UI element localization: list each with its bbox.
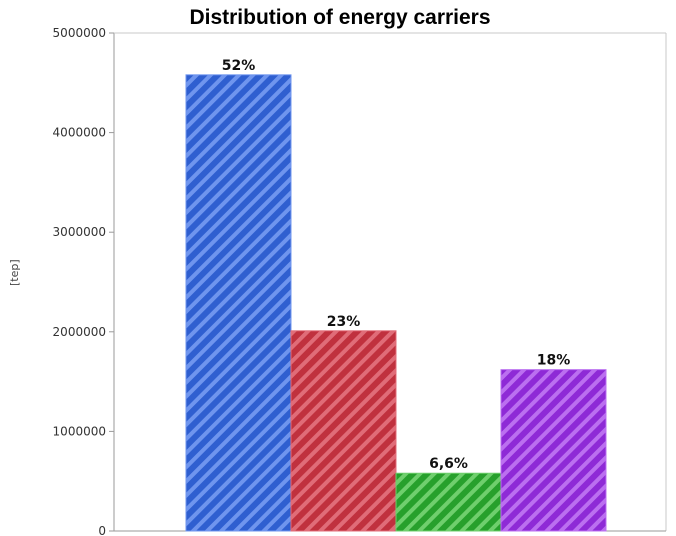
bar <box>290 330 397 532</box>
y-tick-label: 3000000 <box>53 225 106 239</box>
bar-data-label: 52% <box>222 58 256 74</box>
bar-data-label: 23% <box>327 314 361 330</box>
bar-data-label: 18% <box>537 353 571 369</box>
y-tick-label: 4000000 <box>53 126 106 140</box>
bar-data-label: 6,6% <box>429 456 468 472</box>
bar <box>185 74 292 532</box>
y-tick-label: 0 <box>98 524 106 536</box>
y-tick-label: 2000000 <box>53 325 106 339</box>
y-tick-label: 1000000 <box>53 424 106 438</box>
chart-title: Distribution of energy carriers <box>189 6 491 29</box>
y-tick-label: 5000000 <box>53 26 106 40</box>
bar <box>395 472 502 532</box>
bar <box>500 369 607 532</box>
data-labels: 52% 23% 6,6% 18% <box>222 58 571 472</box>
bars <box>185 74 607 532</box>
